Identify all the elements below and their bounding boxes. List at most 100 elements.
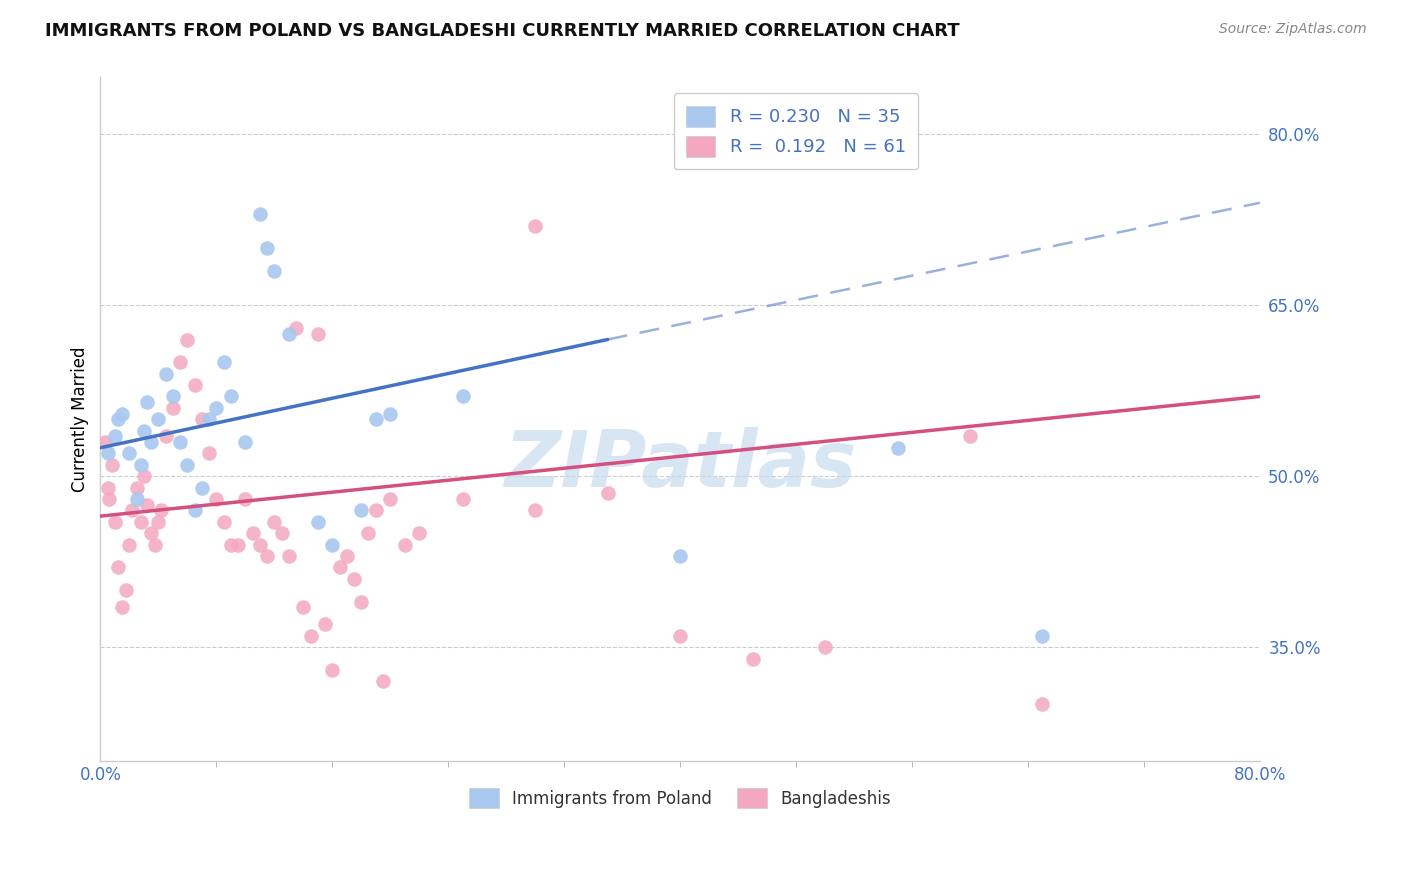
Point — [132, 424, 155, 438]
Point — [242, 526, 264, 541]
Point — [125, 491, 148, 506]
Text: ZIPatlas: ZIPatlas — [503, 427, 856, 503]
Point — [135, 395, 157, 409]
Point — [886, 441, 908, 455]
Point — [183, 378, 205, 392]
Point — [233, 491, 256, 506]
Point — [97, 446, 120, 460]
Point — [176, 333, 198, 347]
Point — [212, 355, 235, 369]
Point — [364, 412, 387, 426]
Point — [263, 515, 285, 529]
Point — [107, 560, 129, 574]
Point — [328, 560, 350, 574]
Point — [277, 326, 299, 341]
Point — [394, 538, 416, 552]
Point — [249, 207, 271, 221]
Point — [118, 538, 141, 552]
Point — [292, 600, 315, 615]
Point — [129, 515, 152, 529]
Point — [148, 515, 170, 529]
Point — [321, 663, 343, 677]
Point — [256, 549, 278, 563]
Point — [451, 389, 474, 403]
Point — [155, 429, 177, 443]
Point — [307, 326, 329, 341]
Point — [299, 629, 322, 643]
Point — [350, 594, 373, 608]
Point — [314, 617, 336, 632]
Point — [205, 491, 228, 506]
Text: Source: ZipAtlas.com: Source: ZipAtlas.com — [1219, 22, 1367, 37]
Point — [191, 481, 214, 495]
Point — [364, 503, 387, 517]
Point — [669, 549, 692, 563]
Legend: Immigrants from Poland, Bangladeshis: Immigrants from Poland, Bangladeshis — [463, 781, 898, 814]
Point — [111, 600, 134, 615]
Point — [162, 389, 184, 403]
Point — [307, 515, 329, 529]
Point — [150, 503, 173, 517]
Point — [125, 481, 148, 495]
Point — [596, 486, 619, 500]
Point — [263, 264, 285, 278]
Point — [408, 526, 430, 541]
Point — [219, 389, 242, 403]
Point — [111, 407, 134, 421]
Point — [104, 515, 127, 529]
Point — [451, 491, 474, 506]
Point — [198, 446, 221, 460]
Point — [183, 503, 205, 517]
Point — [959, 429, 981, 443]
Point — [139, 526, 162, 541]
Point — [93, 435, 115, 450]
Point — [343, 572, 366, 586]
Point — [115, 583, 138, 598]
Point — [162, 401, 184, 415]
Point — [524, 503, 547, 517]
Point — [371, 674, 394, 689]
Point — [104, 429, 127, 443]
Point — [148, 412, 170, 426]
Point — [357, 526, 380, 541]
Point — [1031, 629, 1053, 643]
Y-axis label: Currently Married: Currently Married — [72, 346, 89, 492]
Point — [205, 401, 228, 415]
Point — [98, 491, 121, 506]
Point — [524, 219, 547, 233]
Point — [139, 435, 162, 450]
Point — [132, 469, 155, 483]
Point — [107, 412, 129, 426]
Point — [233, 435, 256, 450]
Point — [669, 629, 692, 643]
Point — [1031, 697, 1053, 711]
Point — [155, 367, 177, 381]
Point — [321, 538, 343, 552]
Point — [169, 435, 191, 450]
Point — [101, 458, 124, 472]
Point — [121, 503, 143, 517]
Point — [176, 458, 198, 472]
Point — [814, 640, 837, 654]
Point — [249, 538, 271, 552]
Point — [380, 407, 402, 421]
Point — [336, 549, 359, 563]
Point — [118, 446, 141, 460]
Point — [270, 526, 292, 541]
Point — [226, 538, 249, 552]
Point — [135, 498, 157, 512]
Point — [219, 538, 242, 552]
Point — [212, 515, 235, 529]
Point — [129, 458, 152, 472]
Text: IMMIGRANTS FROM POLAND VS BANGLADESHI CURRENTLY MARRIED CORRELATION CHART: IMMIGRANTS FROM POLAND VS BANGLADESHI CU… — [45, 22, 960, 40]
Point — [256, 241, 278, 255]
Point — [285, 321, 308, 335]
Point — [145, 538, 167, 552]
Point — [741, 651, 763, 665]
Point — [198, 412, 221, 426]
Point — [169, 355, 191, 369]
Point — [380, 491, 402, 506]
Point — [191, 412, 214, 426]
Point — [350, 503, 373, 517]
Point — [97, 481, 120, 495]
